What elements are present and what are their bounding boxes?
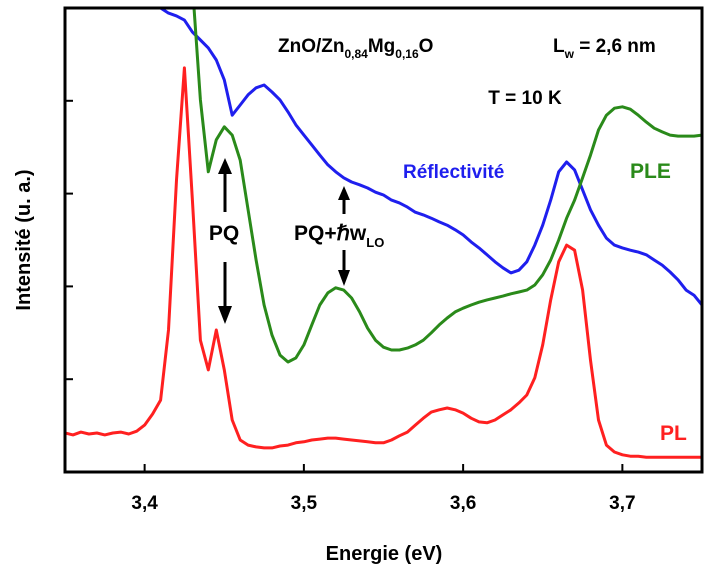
text: L bbox=[553, 36, 565, 57]
text: O bbox=[419, 36, 434, 57]
x-tick-label: 3,4 bbox=[131, 493, 158, 514]
subscript: LO bbox=[366, 235, 384, 250]
plot-area bbox=[65, 8, 702, 459]
arrows bbox=[218, 158, 350, 324]
text: ZnO/Zn bbox=[278, 36, 344, 57]
text: = 2,6 nm bbox=[574, 36, 656, 57]
arrow-head bbox=[218, 158, 232, 174]
series-label: PL bbox=[660, 422, 687, 445]
text: PQ+ℏw bbox=[294, 222, 367, 245]
annotation-well: Lw = 2,6 nm bbox=[553, 36, 656, 61]
text: Mg bbox=[368, 36, 395, 57]
series-label: PLE bbox=[630, 160, 671, 183]
subscript: w bbox=[564, 47, 575, 61]
arrow-head bbox=[218, 306, 232, 324]
x-axis-label: Energie (eV) bbox=[326, 543, 443, 565]
annotation-temperature: T = 10 K bbox=[488, 88, 562, 109]
series-label: Réflectivité bbox=[403, 162, 504, 183]
x-tick-label: 3,7 bbox=[609, 493, 635, 514]
annotation-pq-lo: PQ+ℏwLO bbox=[294, 222, 384, 250]
subscript: 0,84 bbox=[344, 47, 368, 61]
x-tick-label: 3,6 bbox=[450, 493, 476, 514]
annotation-pq: PQ bbox=[209, 222, 239, 245]
y-axis-label: Intensité (u. a.) bbox=[13, 169, 35, 310]
series-line bbox=[192, 8, 702, 364]
x-tick-label: 3,5 bbox=[291, 493, 318, 514]
series-line bbox=[65, 66, 702, 459]
arrow-head bbox=[338, 186, 350, 200]
axes-frame bbox=[63, 6, 704, 474]
arrow-head bbox=[338, 270, 350, 286]
series-line bbox=[156, 8, 702, 306]
annotation-sample: ZnO/Zn0,84Mg0,16O bbox=[278, 36, 433, 61]
subscript: 0,16 bbox=[395, 47, 419, 61]
